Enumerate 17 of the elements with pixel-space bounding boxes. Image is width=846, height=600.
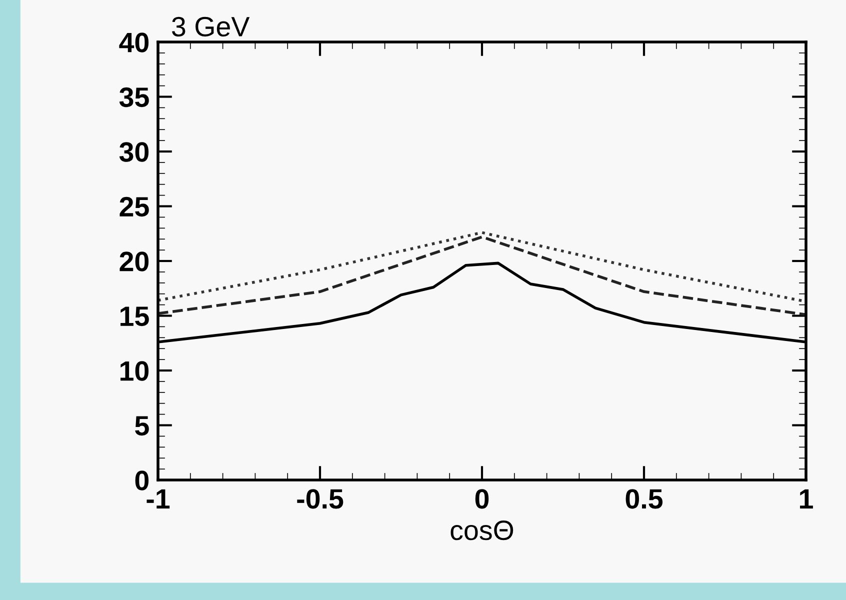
x-tick-label: 1 xyxy=(800,489,813,508)
text: 3 GeV xyxy=(172,16,250,37)
y-tick-label: 5 xyxy=(135,416,149,436)
y-tick-label: 0 xyxy=(135,470,149,490)
x-tick-label: 0.5 xyxy=(626,489,663,509)
y-tick-label: 15 xyxy=(120,306,149,326)
y-tick-label: 25 xyxy=(120,196,149,217)
x-axis-title: cosΘ xyxy=(450,520,514,540)
y-tick-label: 10 xyxy=(120,361,149,381)
x-tick-label: -0.5 xyxy=(297,489,344,509)
line-series xyxy=(158,236,806,316)
y-tick-label: 30 xyxy=(119,142,149,162)
x-tick-label: -1 xyxy=(146,489,170,508)
y-tick-label: 40 xyxy=(119,32,149,52)
y-tick-label: 20 xyxy=(120,252,149,272)
x-tick-label: 0 xyxy=(475,489,489,509)
y-tick-label: 35 xyxy=(119,87,149,108)
